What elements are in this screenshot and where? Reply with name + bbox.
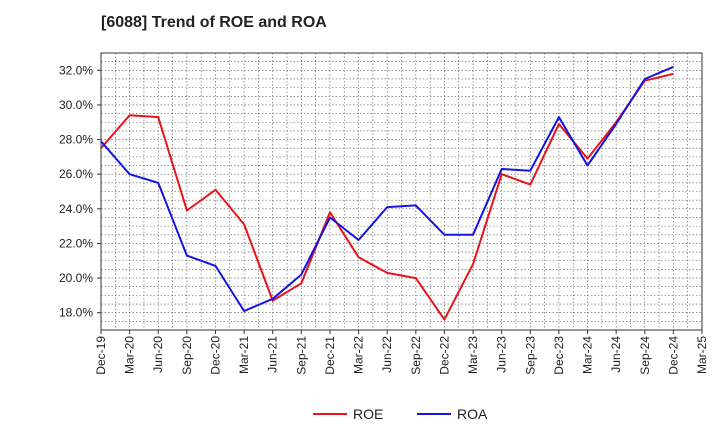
- y-tick-label: 24.0%: [59, 202, 93, 216]
- x-tick-label: Mar-25: [695, 336, 709, 374]
- series-line-roe: [100, 72, 674, 321]
- x-tick-label: Mar-20: [123, 336, 137, 374]
- x-tick-label: Jun-24: [609, 336, 623, 373]
- x-tick-label: Sep-22: [409, 336, 423, 375]
- legend: ROE ROA: [313, 406, 488, 422]
- x-tick-label: Sep-23: [523, 336, 537, 375]
- plot-area: [100, 52, 703, 331]
- x-tick-label: Sep-24: [638, 336, 652, 375]
- series-line-roa: [100, 65, 674, 312]
- series-lines: [100, 65, 674, 321]
- x-tick-label: Jun-22: [380, 336, 394, 373]
- legend-label-roe: ROE: [353, 406, 383, 422]
- x-tick-label: Sep-21: [294, 336, 308, 375]
- x-tick-label: Dec-19: [94, 336, 108, 375]
- x-tick-label: Dec-24: [666, 336, 680, 375]
- x-tick-label: Mar-23: [466, 336, 480, 374]
- grid-lines: [100, 53, 703, 330]
- x-tick-label: Dec-20: [208, 336, 222, 375]
- legend-label-roa: ROA: [457, 406, 488, 422]
- x-tick-label: Mar-22: [352, 336, 366, 374]
- y-tick-label: 32.0%: [59, 63, 93, 77]
- y-tick-label: 22.0%: [59, 236, 93, 250]
- chart-title: [6088] Trend of ROE and ROA: [101, 14, 327, 31]
- x-tick-label: Jun-21: [266, 336, 280, 373]
- y-tick-label: 28.0%: [59, 133, 93, 147]
- x-tick-label: Dec-23: [552, 336, 566, 375]
- x-tick-label: Jun-23: [495, 336, 509, 373]
- x-tick-label: Dec-21: [323, 336, 337, 375]
- y-tick-label: 30.0%: [59, 98, 93, 112]
- y-axis: 18.0% 20.0% 22.0% 24.0% 26.0% 28.0% 30.0% 32.0%: [59, 63, 101, 320]
- x-tick-label: Jun-20: [151, 336, 165, 373]
- x-axis: Dec-19 Mar-20 Jun-20 Sep-20 Dec-20 Mar-21 Jun-…: [94, 330, 709, 375]
- y-tick-label: 18.0%: [59, 306, 93, 320]
- x-tick-label: Dec-22: [437, 336, 451, 375]
- x-tick-label: Sep-20: [180, 336, 194, 375]
- y-tick-label: 20.0%: [59, 271, 93, 285]
- x-tick-label: Mar-24: [581, 336, 595, 374]
- y-tick-label: 26.0%: [59, 167, 93, 181]
- x-tick-label: Mar-21: [237, 336, 251, 374]
